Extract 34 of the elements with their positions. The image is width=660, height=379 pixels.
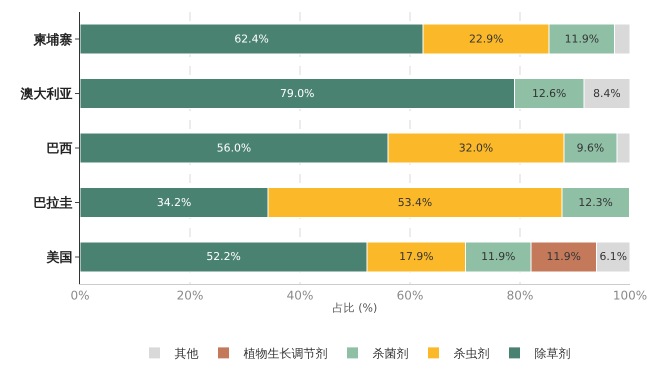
data-label: 6.1% xyxy=(599,250,627,264)
data-label: 53.4% xyxy=(398,196,432,209)
x-tick-label: 40% xyxy=(286,288,314,302)
y-tick-label: 澳大利亚 xyxy=(19,86,72,102)
legend-label: 杀虫剂 xyxy=(454,346,490,361)
legend-label: 杀菌剂 xyxy=(372,346,408,361)
x-axis-title: 占比 (%) xyxy=(332,302,378,315)
x-tick-label: 60% xyxy=(396,288,424,302)
data-label: 11.9% xyxy=(546,250,581,264)
y-tick-label: 巴拉圭 xyxy=(33,194,72,211)
data-label: 11.9% xyxy=(481,250,516,264)
data-label: 17.9% xyxy=(399,250,434,264)
data-label: 34.2% xyxy=(156,196,192,209)
y-tick-label: 美国 xyxy=(45,249,72,266)
y-tick-label: 柬埔寨 xyxy=(32,32,72,48)
data-label: 11.9% xyxy=(564,32,600,46)
data-label: 52.2% xyxy=(206,250,241,264)
data-label: 79.0% xyxy=(280,87,314,100)
data-label: 22.9% xyxy=(468,32,504,46)
data-label: 12.6% xyxy=(532,87,566,100)
data-label: 32.0% xyxy=(458,141,494,154)
x-tick-label: 100% xyxy=(612,288,648,302)
legend-label: 其他 xyxy=(174,346,198,361)
data-label: 12.3% xyxy=(578,196,613,209)
data-label: 56.0% xyxy=(216,141,252,154)
x-tick-label: 80% xyxy=(506,288,534,302)
data-label: 62.4% xyxy=(234,32,269,46)
x-tick-label: 20% xyxy=(176,288,204,302)
y-tick-label: 巴西 xyxy=(46,142,72,157)
legend-label: 除草剂 xyxy=(534,346,570,361)
x-tick-label: 0% xyxy=(70,288,90,302)
data-label: 8.4% xyxy=(593,87,621,100)
legend-label: 植物生长调节剂 xyxy=(244,346,328,361)
data-label: 9.6% xyxy=(576,141,604,154)
